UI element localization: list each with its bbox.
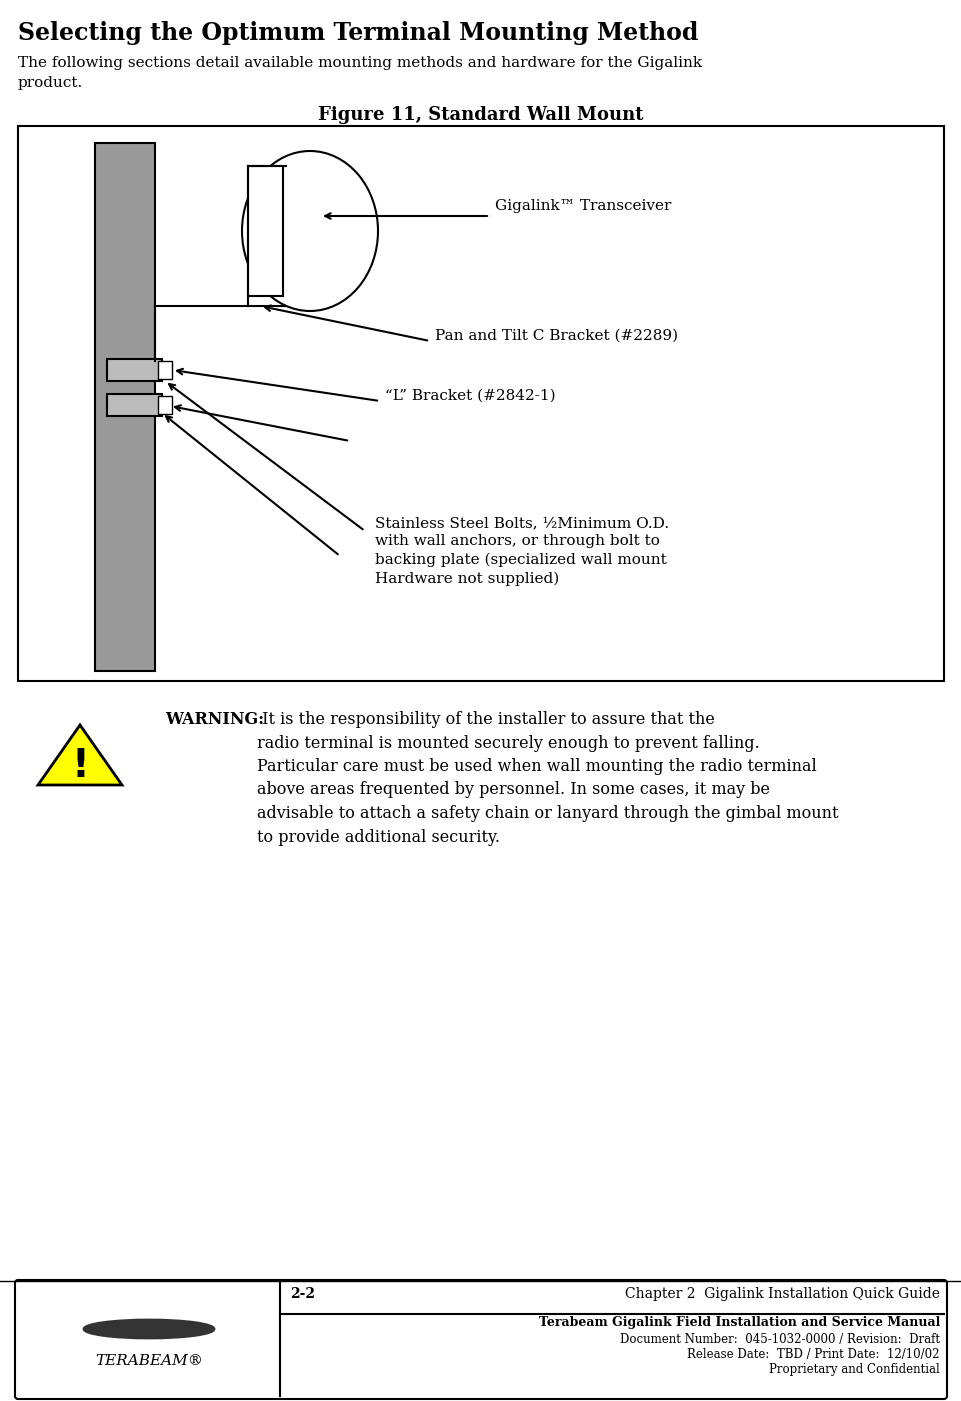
Text: Release Date:  TBD / Print Date:  12/10/02: Release Date: TBD / Print Date: 12/10/02	[687, 1348, 939, 1360]
Text: 2-2: 2-2	[289, 1288, 314, 1302]
Text: It is the responsibility of the installer to assure that the
radio terminal is m: It is the responsibility of the installe…	[257, 710, 838, 845]
Text: Chapter 2  Gigalink Installation Quick Guide: Chapter 2 Gigalink Installation Quick Gu…	[625, 1288, 939, 1302]
Text: Terabeam Gigalink Field Installation and Service Manual: Terabeam Gigalink Field Installation and…	[538, 1316, 939, 1330]
Text: Figure 11, Standard Wall Mount: Figure 11, Standard Wall Mount	[318, 106, 643, 125]
Bar	[107, 394, 161, 416]
Text: TERABEAM®: TERABEAM®	[95, 1353, 203, 1367]
Ellipse shape	[84, 1320, 213, 1338]
Text: Pan and Tilt C Bracket (#2289): Pan and Tilt C Bracket (#2289)	[434, 329, 678, 343]
Text: Document Number:  045-1032-0000 / Revision:  Draft: Document Number: 045-1032-0000 / Revisio…	[619, 1332, 939, 1346]
Bar	[95, 143, 155, 671]
Text: WARNING:: WARNING:	[165, 710, 264, 729]
Polygon shape	[38, 724, 122, 785]
Text: Proprietary and Confidential: Proprietary and Confidential	[769, 1363, 939, 1376]
Bar	[248, 165, 283, 296]
FancyBboxPatch shape	[18, 126, 943, 681]
FancyBboxPatch shape	[15, 1281, 946, 1400]
Text: Gigalink™ Transceiver: Gigalink™ Transceiver	[495, 199, 671, 213]
Text: The following sections detail available mounting methods and hardware for the Gi: The following sections detail available …	[18, 56, 702, 90]
Ellipse shape	[242, 151, 378, 311]
Text: Stainless Steel Bolts, ½Minimum O.D.
with wall anchors, or through bolt to
backi: Stainless Steel Bolts, ½Minimum O.D. wit…	[375, 516, 669, 586]
Bar	[158, 361, 172, 380]
Text: “L” Bracket (#2842-1): “L” Bracket (#2842-1)	[384, 389, 555, 403]
Bar	[107, 359, 161, 381]
Text: Selecting the Optimum Terminal Mounting Method: Selecting the Optimum Terminal Mounting …	[18, 21, 698, 45]
Text: !: !	[71, 747, 88, 785]
Bar	[158, 396, 172, 415]
